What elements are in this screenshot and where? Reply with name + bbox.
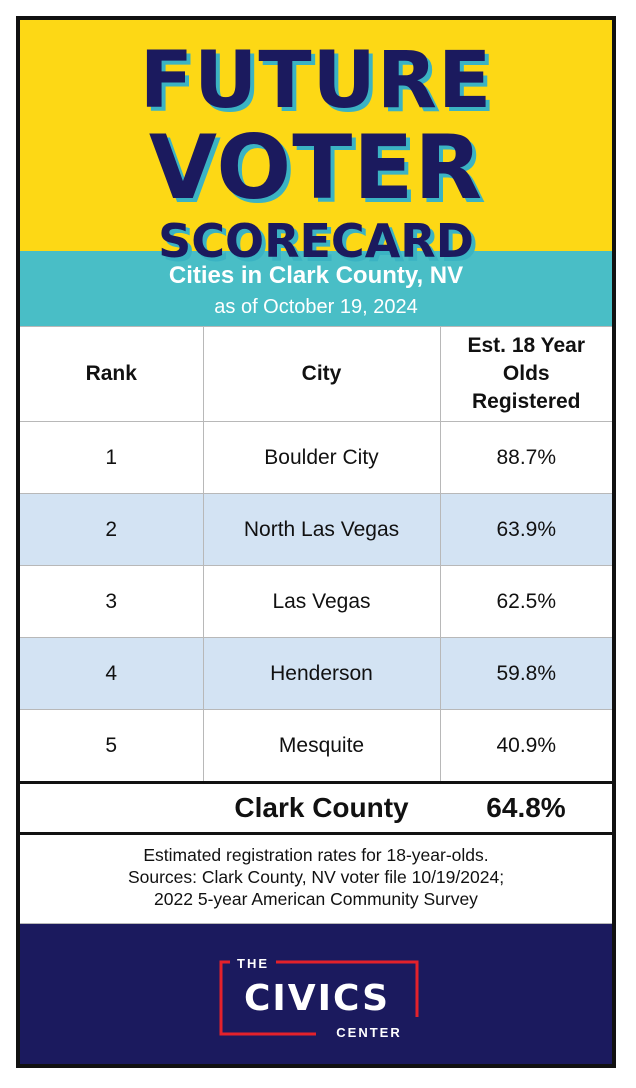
registered-cell: 59.8% <box>439 637 612 710</box>
table-row: 3 Las Vegas 62.5% <box>20 565 612 638</box>
rankings-table: Rank City Est. 18 Year Olds Registered 1… <box>20 326 612 781</box>
county-total-label: Clark County <box>234 792 409 823</box>
logo-frame-right <box>276 960 419 1017</box>
civics-center-logo: THE CIVICS CENTER <box>219 957 419 1039</box>
county-total-row: Clark County 64.8% <box>20 781 612 835</box>
title-line-scorecard: SCORECARD <box>158 214 474 268</box>
notes-line-2: Sources: Clark County, NV voter file 10/… <box>127 867 505 887</box>
city-cell: Boulder City <box>202 421 441 494</box>
city-cell: Mesquite <box>202 709 441 781</box>
rank-cell: 4 <box>20 637 204 710</box>
table-header-row: Rank City Est. 18 Year Olds Registered <box>20 326 612 422</box>
city-cell: Henderson <box>202 637 441 710</box>
subheader-title: Cities in Clark County, NV <box>168 262 464 289</box>
registered-cell: 62.5% <box>439 565 612 638</box>
logo-text-center: CENTER <box>336 1025 401 1039</box>
table-row: 5 Mesquite 40.9% <box>20 709 612 781</box>
notes-line-1: Estimated registration rates for 18-year… <box>143 845 489 865</box>
logo-top-gap <box>233 957 273 969</box>
table-row: 1 Boulder City 88.7% <box>20 421 612 494</box>
title-banner: FUTURE VOTER SCORECARD <box>20 20 612 264</box>
city-cell: North Las Vegas <box>202 493 441 566</box>
footer-banner: THE CIVICS CENTER <box>20 924 612 1064</box>
logo-text-civics: CIVICS <box>244 978 390 1019</box>
registered-cell: 40.9% <box>439 709 612 781</box>
source-notes: Estimated registration rates for 18-year… <box>20 835 612 924</box>
city-cell: Las Vegas <box>202 565 441 638</box>
column-header-city: City <box>202 326 441 422</box>
scorecard-card: FUTURE VOTER SCORECARD Cities in Clark C… <box>16 16 616 1068</box>
rank-cell: 1 <box>20 421 204 494</box>
county-total-value: 64.8% <box>486 792 566 823</box>
subheader-banner: Cities in Clark County, NV as of October… <box>20 251 612 326</box>
registered-cell: 63.9% <box>439 493 612 566</box>
logo-frame-left <box>219 960 316 1036</box>
rank-cell: 5 <box>20 709 204 781</box>
rank-cell: 3 <box>20 565 204 638</box>
title-line-voter: VOTER <box>148 116 484 219</box>
notes-line-3: 2022 5-year American Community Survey <box>154 889 478 909</box>
subheader-date: as of October 19, 2024 <box>214 296 418 318</box>
registered-cell: 88.7% <box>439 421 612 494</box>
column-header-registered: Est. 18 Year Olds Registered <box>439 326 612 422</box>
table-row: 2 North Las Vegas 63.9% <box>20 493 612 566</box>
table-row: 4 Henderson 59.8% <box>20 637 612 710</box>
title-line-future: FUTURE <box>139 36 493 126</box>
column-header-rank: Rank <box>20 326 204 422</box>
rank-cell: 2 <box>20 493 204 566</box>
logo-text-the: THE <box>237 957 269 971</box>
